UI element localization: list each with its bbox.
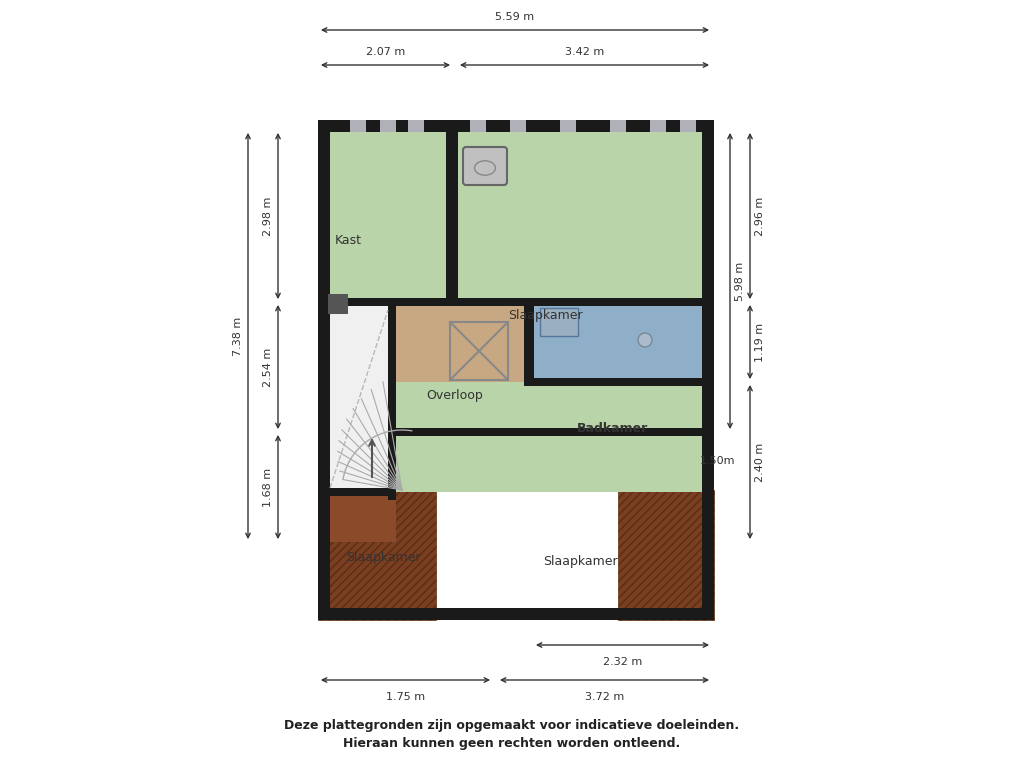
Text: Kast: Kast — [335, 233, 361, 247]
Bar — [408, 120, 424, 132]
Bar — [318, 120, 714, 132]
Text: 1.75 m: 1.75 m — [386, 692, 425, 702]
Bar — [328, 294, 348, 314]
Bar — [392, 428, 714, 436]
Bar — [524, 298, 534, 384]
Bar — [380, 120, 396, 132]
Text: Slaapkamer: Slaapkamer — [508, 309, 583, 322]
Text: Deze plattegronden zijn opgemaakt voor indicatieve doeleinden.: Deze plattegronden zijn opgemaakt voor i… — [285, 720, 739, 733]
Bar — [446, 130, 458, 304]
Bar — [618, 490, 714, 620]
Text: Hieraan kunnen geen rechten worden ontleend.: Hieraan kunnen geen rechten worden ontle… — [343, 737, 681, 750]
Bar — [680, 120, 696, 132]
Bar — [388, 298, 396, 500]
Bar — [318, 490, 396, 542]
Bar — [392, 302, 524, 432]
Bar — [560, 120, 575, 132]
Text: 3.42 m: 3.42 m — [565, 47, 604, 57]
Bar — [328, 130, 446, 302]
Text: 1.19 m: 1.19 m — [755, 323, 765, 362]
Text: 5.98 m: 5.98 m — [735, 261, 745, 300]
Bar — [610, 120, 626, 132]
Text: 7.38 m: 7.38 m — [233, 316, 243, 356]
Text: 3.72 m: 3.72 m — [585, 692, 624, 702]
Bar — [456, 130, 714, 302]
Text: 2.96 m: 2.96 m — [755, 197, 765, 236]
Bar — [470, 120, 486, 132]
Text: 2.40 m: 2.40 m — [755, 442, 765, 482]
Bar — [318, 488, 392, 496]
Bar — [702, 120, 714, 608]
Bar — [510, 120, 526, 132]
Text: Overloop: Overloop — [427, 389, 483, 402]
Text: 2.98 m: 2.98 m — [263, 197, 273, 236]
FancyBboxPatch shape — [463, 147, 507, 185]
Text: 2.07 m: 2.07 m — [366, 47, 406, 57]
Bar — [650, 120, 666, 132]
Bar — [392, 382, 712, 492]
Bar — [540, 308, 578, 336]
Bar — [524, 378, 714, 386]
Text: Slaapkamer: Slaapkamer — [543, 555, 617, 568]
Bar — [318, 490, 436, 620]
Text: Slaapkamer: Slaapkamer — [346, 551, 420, 564]
Text: 2.54 m: 2.54 m — [263, 347, 273, 386]
Text: 1.68 m: 1.68 m — [263, 468, 273, 507]
Bar — [532, 302, 712, 382]
Text: Badkamer: Badkamer — [577, 422, 647, 435]
Text: 2.32 m: 2.32 m — [603, 657, 642, 667]
Bar — [350, 120, 366, 132]
Bar — [450, 322, 508, 380]
Bar — [318, 302, 392, 492]
Circle shape — [638, 333, 652, 347]
Text: 1.50m: 1.50m — [700, 456, 736, 466]
Bar — [318, 608, 714, 620]
Text: 5.59 m: 5.59 m — [496, 12, 535, 22]
Bar — [318, 120, 330, 608]
Bar — [330, 298, 705, 306]
